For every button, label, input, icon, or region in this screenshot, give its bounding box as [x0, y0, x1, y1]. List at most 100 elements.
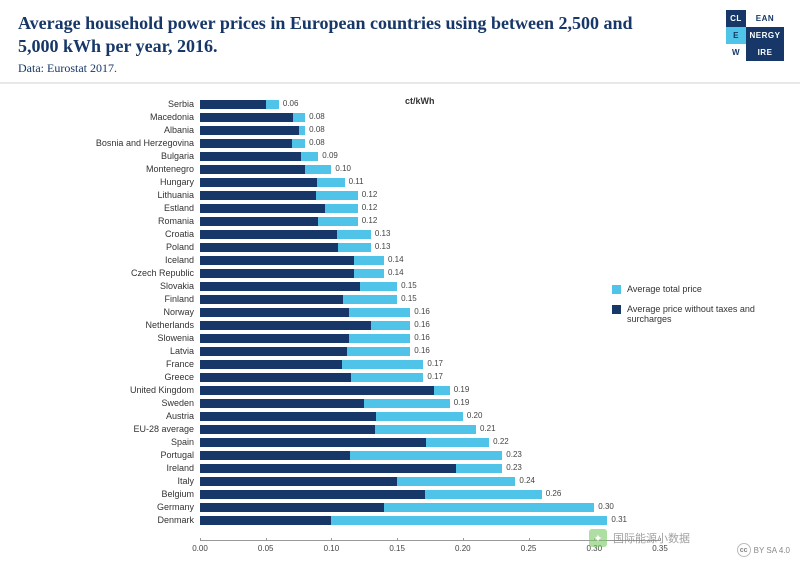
bar-value-label: 0.21	[476, 424, 496, 433]
bar-without-taxes	[200, 477, 397, 486]
bar-without-taxes	[200, 438, 426, 447]
logo-cell: CL	[726, 10, 746, 27]
bar-value-label: 0.19	[450, 398, 470, 407]
chart-title: Average household power prices in Europe…	[18, 12, 638, 57]
bar-row: Czech Republic0.14	[200, 267, 660, 280]
bar-track: 0.31	[200, 516, 660, 525]
chart-subtitle: Data: Eurostat 2017.	[18, 61, 782, 76]
bar-track: 0.23	[200, 451, 660, 460]
bar-row: Finland0.15	[200, 293, 660, 306]
bar-value-label: 0.08	[305, 138, 325, 147]
chart-area: ct/kWh Serbia0.06Macedonia0.08Albania0.0…	[0, 84, 800, 564]
x-tick-label: 0.25	[521, 544, 537, 553]
x-tick	[200, 538, 201, 541]
bar-row: Serbia0.06	[200, 98, 660, 111]
bar-value-label: 0.15	[397, 294, 417, 303]
country-label: Spain	[171, 436, 200, 449]
bar-track: 0.30	[200, 503, 660, 512]
x-tick-label: 0.15	[389, 544, 405, 553]
bar-without-taxes	[200, 308, 349, 317]
bar-without-taxes	[200, 295, 343, 304]
bar-track: 0.10	[200, 165, 660, 174]
legend: Average total priceAverage price without…	[612, 284, 760, 334]
bar-value-label: 0.11	[345, 177, 364, 186]
country-label: Denmark	[157, 514, 200, 527]
x-tick	[331, 538, 332, 541]
bar-row: Lithuania0.12	[200, 189, 660, 202]
country-label: Netherlands	[145, 319, 200, 332]
bar-value-label: 0.09	[318, 151, 338, 160]
country-label: Ireland	[166, 462, 200, 475]
bar-value-label: 0.06	[279, 99, 299, 108]
bar-without-taxes	[200, 360, 342, 369]
bar-without-taxes	[200, 230, 337, 239]
bar-row: Macedonia0.08	[200, 111, 660, 124]
bar-row: Bulgaria0.09	[200, 150, 660, 163]
bar-without-taxes	[200, 217, 318, 226]
bar-value-label: 0.13	[371, 242, 391, 251]
country-label: Poland	[166, 241, 200, 254]
logo-cell: IRE	[746, 44, 784, 61]
x-tick	[266, 538, 267, 541]
bar-without-taxes	[200, 321, 371, 330]
country-label: Lithuania	[157, 189, 200, 202]
bar-value-label: 0.17	[423, 359, 443, 368]
bar-row: Latvia0.16	[200, 345, 660, 358]
bar-track: 0.16	[200, 321, 660, 330]
country-label: Germany	[157, 501, 200, 514]
bar-value-label: 0.24	[515, 476, 535, 485]
bar-track: 0.16	[200, 308, 660, 317]
logo-cell: NERGY	[746, 27, 784, 44]
bar-without-taxes	[200, 139, 292, 148]
bar-track: 0.06	[200, 100, 660, 109]
bar-without-taxes	[200, 256, 354, 265]
bar-row: Belgium0.26	[200, 488, 660, 501]
bar-without-taxes	[200, 503, 384, 512]
clew-logo: CLEANENERGYWIRE	[726, 10, 784, 62]
bar-value-label: 0.30	[594, 502, 614, 511]
bar-track: 0.14	[200, 256, 660, 265]
bar-without-taxes	[200, 126, 299, 135]
bar-value-label: 0.17	[423, 372, 443, 381]
bar-track: 0.15	[200, 282, 660, 291]
bar-without-taxes	[200, 334, 349, 343]
bar-row: Italy0.24	[200, 475, 660, 488]
country-label: Austria	[166, 410, 200, 423]
country-label: Estland	[164, 202, 200, 215]
legend-swatch	[612, 285, 621, 294]
x-tick	[397, 538, 398, 541]
country-label: Bulgaria	[161, 150, 200, 163]
bar-row: Estland0.12	[200, 202, 660, 215]
bar-without-taxes	[200, 282, 360, 291]
bar-track: 0.17	[200, 373, 660, 382]
bar-without-taxes	[200, 490, 425, 499]
bar-value-label: 0.20	[463, 411, 483, 420]
bar-track: 0.11	[200, 178, 660, 187]
bar-track: 0.17	[200, 360, 660, 369]
country-label: Serbia	[168, 98, 200, 111]
bar-without-taxes	[200, 165, 305, 174]
country-label: Sweden	[161, 397, 200, 410]
bar-without-taxes	[200, 373, 351, 382]
country-label: Finland	[164, 293, 200, 306]
bar-value-label: 0.26	[542, 489, 562, 498]
country-label: Greece	[164, 371, 200, 384]
bar-row: Slovakia0.15	[200, 280, 660, 293]
header: Average household power prices in Europe…	[0, 0, 800, 84]
bar-value-label: 0.19	[450, 385, 470, 394]
bar-row: Hungary0.11	[200, 176, 660, 189]
legend-label: Average total price	[627, 284, 702, 294]
bar-row: Romania0.12	[200, 215, 660, 228]
bar-row: Bosnia and Herzegovina0.08	[200, 137, 660, 150]
bar-value-label: 0.10	[331, 164, 351, 173]
bar-value-label: 0.16	[410, 307, 430, 316]
bar-without-taxes	[200, 386, 434, 395]
bar-track: 0.13	[200, 243, 660, 252]
bar-value-label: 0.15	[397, 281, 417, 290]
country-label: Albania	[164, 124, 200, 137]
bar-track: 0.22	[200, 438, 660, 447]
bar-row: Slowenia0.16	[200, 332, 660, 345]
bar-without-taxes	[200, 178, 317, 187]
bar-track: 0.08	[200, 139, 660, 148]
license-badge: cc BY SA 4.0	[737, 543, 790, 557]
